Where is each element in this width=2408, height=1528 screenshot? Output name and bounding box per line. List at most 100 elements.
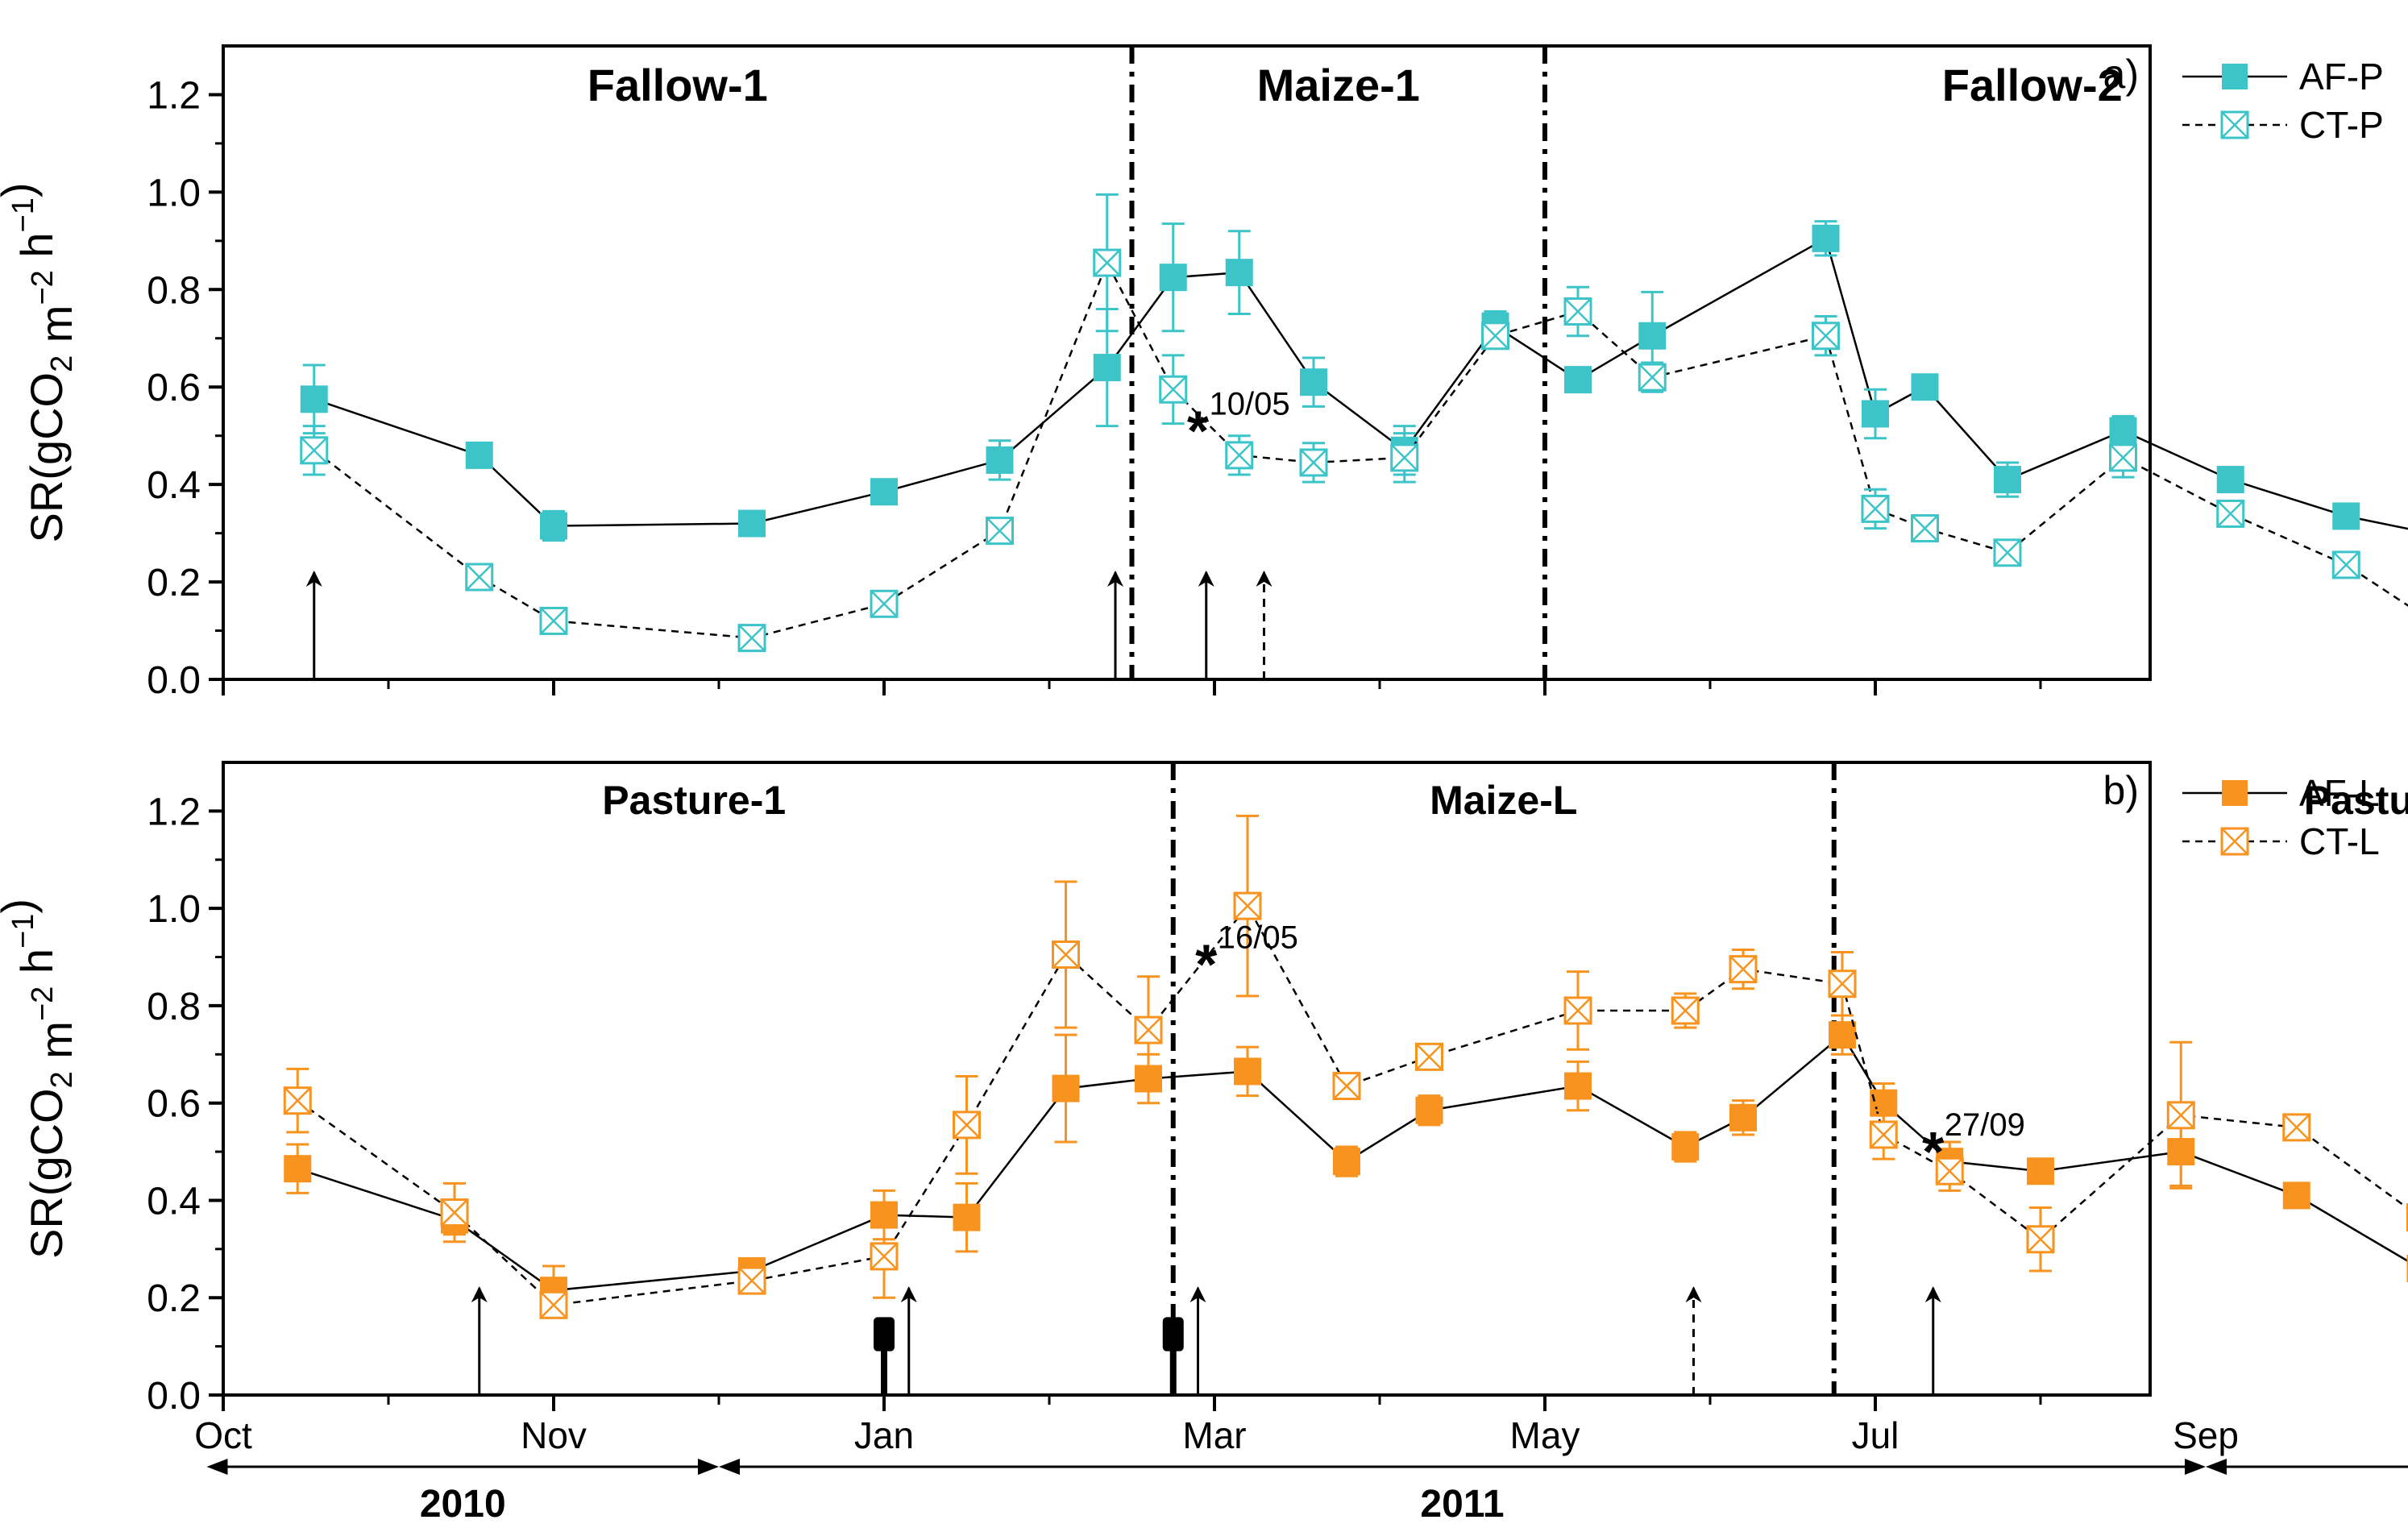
x-tick-label: Oct — [194, 1414, 252, 1456]
data-point-cross — [465, 563, 493, 591]
data-point — [953, 1203, 981, 1231]
x-tick-label: May — [1510, 1414, 1580, 1456]
year-label: 2010 — [420, 1483, 506, 1526]
series-line — [297, 903, 2408, 1306]
data-point — [1564, 1072, 1592, 1100]
legend-swatch-cross — [2221, 111, 2248, 139]
plot-frame — [222, 761, 2152, 1397]
series-line — [297, 1033, 2408, 1292]
panel-label: b) — [2103, 768, 2139, 813]
data-point-cross — [1481, 322, 1509, 350]
panel-b: 0.0 0.2 0.4 0.6 0.8 1.0 1.2 SR(gCO2 m−2 h−1) Oct… — [0, 761, 2408, 1456]
data-point-cross — [1812, 322, 1840, 350]
year-arrow-left — [206, 1459, 228, 1475]
data-point — [1729, 1103, 1757, 1131]
data-point — [1159, 264, 1187, 292]
legend-swatch — [2222, 780, 2248, 806]
data-point — [1638, 322, 1667, 350]
data-point-cross — [1870, 1121, 1898, 1148]
data-point — [1994, 466, 2021, 494]
sowing-date-label: 27/09 — [1945, 1107, 2025, 1143]
y-tick-label: 0.6 — [147, 367, 201, 409]
sowing-date-label: 10/05 — [1210, 387, 1290, 422]
data-point — [1225, 259, 1253, 287]
data-point-cross — [953, 1111, 981, 1139]
data-point — [1862, 400, 1889, 428]
legend-label: CT-P — [2299, 104, 2384, 146]
sowing-asterisk: * — [1195, 933, 1218, 996]
data-point-cross — [2216, 500, 2244, 528]
y-tick-label: 0.6 — [147, 1083, 201, 1126]
year-arrow-right — [698, 1459, 719, 1475]
y-tick-label: 0.8 — [147, 269, 201, 312]
legend-label: AF-L — [2299, 772, 2380, 814]
data-point-cross — [2167, 1101, 2195, 1129]
data-point — [1093, 354, 1121, 382]
legend-label: AF-P — [2299, 56, 2384, 98]
data-point — [1564, 366, 1592, 394]
y-tick-label: 0.0 — [147, 1375, 201, 1418]
data-point — [540, 512, 567, 540]
data-point-cross — [870, 1243, 898, 1270]
data-point-cross — [540, 607, 567, 635]
data-point-cross — [1135, 1016, 1162, 1044]
data-point — [1052, 1074, 1080, 1102]
year-arrow-left — [2206, 1459, 2227, 1475]
data-point-cross — [1415, 1043, 1443, 1071]
phase-label: Fallow-2 — [1942, 60, 2123, 110]
panel-label: a) — [2103, 52, 2139, 97]
legend-swatch — [2222, 64, 2248, 89]
data-point — [284, 1155, 312, 1183]
y-axis-label: SR(gCO2 m−2 h−1) — [0, 899, 81, 1259]
panel-a: 0.0 0.2 0.4 0.6 0.8 1.0 1.2 SR(gCO2 m−2 h−1) Fal… — [0, 44, 2408, 702]
data-point-cross — [1862, 495, 1889, 523]
fertilizer-marker — [874, 1317, 895, 1352]
year-arrow-right — [2185, 1459, 2206, 1475]
data-point-cross — [2027, 1225, 2054, 1253]
data-point-cross — [1225, 441, 1253, 469]
data-point — [2216, 466, 2244, 494]
data-point — [1911, 373, 1939, 401]
phase-label: Maize-L — [1430, 778, 1577, 823]
data-point-cross — [1159, 376, 1187, 404]
data-point — [2332, 502, 2360, 530]
y-tick-label: 1.0 — [147, 888, 201, 931]
data-point-cross — [1994, 538, 2021, 567]
legend-swatch-cross — [2221, 828, 2248, 855]
data-point — [1300, 368, 1327, 397]
data-point — [1812, 224, 1840, 252]
data-point-cross — [2332, 551, 2360, 579]
x-tick-label: Jul — [1852, 1414, 1899, 1456]
y-tick-label: 0.8 — [147, 986, 201, 1028]
data-point-cross — [1234, 892, 1261, 920]
data-point-cross — [1729, 955, 1757, 983]
data-point-cross — [1333, 1072, 1360, 1100]
fertilizer-marker — [1162, 1317, 1184, 1352]
y-tick-label: 0.4 — [147, 464, 201, 507]
data-point-cross — [1093, 249, 1121, 276]
sowing-asterisk: * — [1922, 1120, 1945, 1183]
data-point-cross — [540, 1291, 567, 1319]
data-point-cross — [738, 624, 766, 652]
data-point — [300, 385, 328, 413]
series-line — [313, 236, 2408, 530]
data-point — [1829, 1021, 1856, 1049]
data-point — [738, 509, 766, 538]
y-tick-label: 1.0 — [147, 172, 201, 214]
x-tick-label: Jan — [854, 1414, 914, 1456]
series-ct-l — [283, 814, 2408, 1319]
plot-frame — [222, 44, 2152, 681]
data-point-cross — [1829, 970, 1856, 998]
data-point — [1870, 1089, 1898, 1117]
data-point-cross — [300, 436, 328, 464]
series-line — [313, 260, 2408, 639]
year-label: 2011 — [1420, 1483, 1504, 1526]
y-tick-label: 0.2 — [147, 562, 201, 604]
data-point-cross — [1911, 514, 1939, 542]
series-ct-p — [300, 193, 2408, 653]
phase-label: Maize-1 — [1257, 60, 1420, 110]
x-tick-label: Mar — [1182, 1414, 1246, 1456]
data-point — [1234, 1057, 1261, 1086]
data-point — [2282, 1181, 2310, 1210]
y-tick-label: 1.2 — [147, 74, 201, 117]
